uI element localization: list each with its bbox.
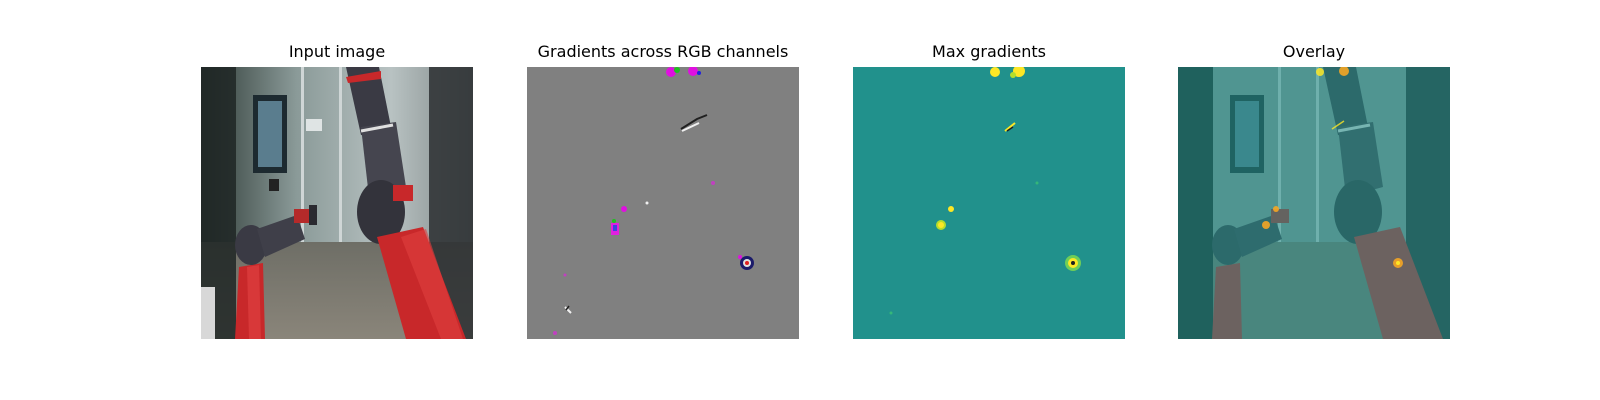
panel-overlay: Overlay [1178, 0, 1450, 400]
panel-rgb-gradients: Gradients across RGB channels [527, 0, 799, 400]
panel-input-image: Input image [201, 0, 473, 400]
rgb-gradient-image [527, 67, 799, 339]
panel-title: Input image [288, 42, 386, 61]
panel-max-gradients: Max gradients [853, 0, 1125, 400]
panel-title: Max gradients [932, 42, 1046, 61]
panel-title: Overlay [1282, 42, 1346, 61]
overlay-image [1178, 67, 1450, 339]
panel-title: Gradients across RGB channels [537, 42, 789, 61]
max-gradient-image [853, 67, 1125, 339]
input-image [201, 67, 473, 339]
